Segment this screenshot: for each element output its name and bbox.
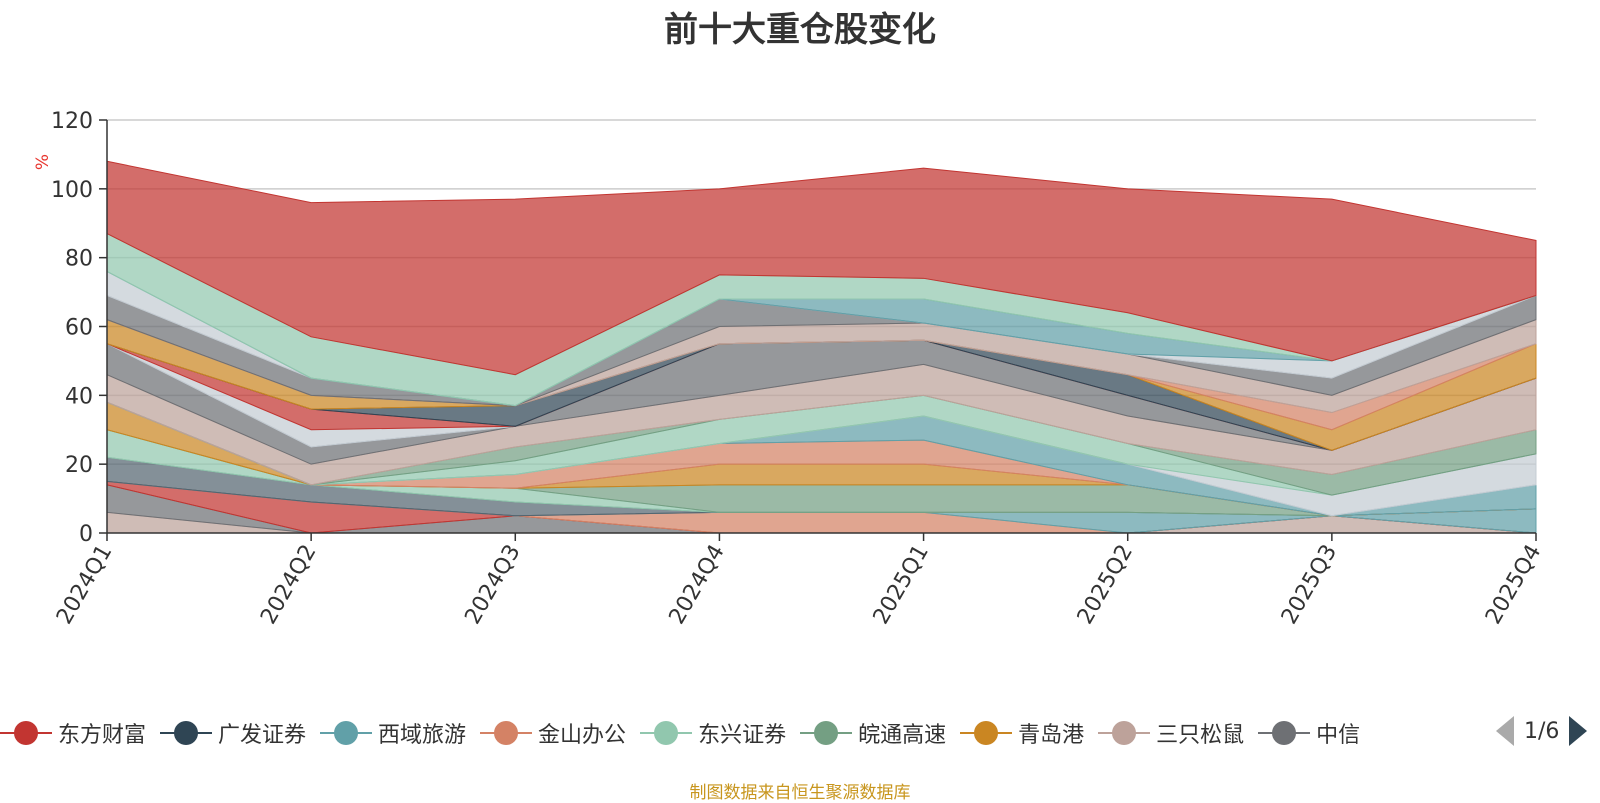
legend-item[interactable]: 青岛港 bbox=[960, 717, 1084, 749]
series-areas bbox=[106, 160, 1537, 534]
y-tick-label: 40 bbox=[65, 384, 93, 409]
legend-label: 金山办公 bbox=[538, 723, 627, 748]
legend-item[interactable]: 中信 bbox=[1258, 717, 1360, 749]
legend-item[interactable]: 金山办公 bbox=[480, 717, 626, 749]
legend-label: 西域旅游 bbox=[378, 723, 467, 748]
legend-marker-icon bbox=[160, 720, 213, 746]
area-series-s27[interactable] bbox=[106, 160, 1537, 376]
x-tick-label: 2024Q2 bbox=[256, 541, 321, 629]
x-tick-label: 2025Q4 bbox=[1481, 541, 1546, 629]
y-tick-label: 0 bbox=[79, 522, 93, 547]
legend-label: 东方财富 bbox=[58, 723, 147, 748]
y-tick-label: 80 bbox=[65, 247, 93, 272]
y-tick-label: 60 bbox=[65, 316, 93, 341]
legend-label: 广发证券 bbox=[218, 723, 307, 748]
legend-item[interactable]: 三只松鼠 bbox=[1098, 717, 1244, 749]
legend-label: 青岛港 bbox=[1018, 723, 1085, 748]
x-tick-label: 2025Q3 bbox=[1277, 541, 1342, 629]
legend-marker-icon bbox=[0, 720, 52, 746]
stacked-area-chart: 0 20 40 60 80 100 120 2024Q1 2024Q2 2024Q3 2024Q4 2… bbox=[33, 109, 1546, 629]
y-axis-label: % bbox=[33, 154, 53, 170]
legend-next-page-button[interactable] bbox=[1569, 716, 1588, 746]
legend: 东方财富 广发证券 西域旅游 金山办公 东兴证券 皖通高速 青岛港 三只松鼠 中信 bbox=[0, 706, 1480, 760]
x-tick-label: 2024Q1 bbox=[52, 541, 117, 629]
x-tick-label: 2024Q3 bbox=[460, 541, 525, 629]
legend-label: 三只松鼠 bbox=[1156, 723, 1245, 748]
legend-label: 东兴证券 bbox=[698, 723, 787, 748]
y-tick-label: 20 bbox=[65, 453, 93, 478]
legend-item[interactable]: 西域旅游 bbox=[320, 717, 466, 749]
legend-marker-icon bbox=[640, 720, 693, 746]
chart-title: 前十大重仓股变化 bbox=[664, 10, 936, 50]
legend-marker-icon bbox=[1258, 720, 1311, 746]
legend-item[interactable]: 东方财富 bbox=[0, 717, 146, 749]
legend-label: 中信 bbox=[1316, 723, 1361, 748]
legend-page-indicator: 1/6 bbox=[1524, 718, 1560, 744]
y-tick-label: 100 bbox=[51, 178, 93, 203]
legend-pager: 1/6 bbox=[1496, 716, 1588, 746]
legend-prev-page-button[interactable] bbox=[1496, 716, 1514, 746]
legend-marker-icon bbox=[1098, 720, 1151, 746]
legend-item[interactable]: 皖通高速 bbox=[800, 717, 946, 749]
legend-marker-icon bbox=[960, 720, 1013, 746]
y-tick-label: 120 bbox=[51, 109, 93, 134]
source-footnote: 制图数据来自恒生聚源数据库 bbox=[689, 783, 911, 803]
legend-marker-icon bbox=[800, 720, 853, 746]
legend-marker-icon bbox=[320, 720, 373, 746]
legend-marker-icon bbox=[480, 720, 533, 746]
legend-item[interactable]: 东兴证券 bbox=[640, 717, 786, 749]
legend-item[interactable]: 广发证券 bbox=[160, 717, 306, 749]
x-tick-label: 2025Q2 bbox=[1073, 541, 1138, 629]
x-tick-label: 2024Q4 bbox=[665, 541, 730, 629]
x-tick-label: 2025Q1 bbox=[869, 541, 934, 629]
legend-label: 皖通高速 bbox=[858, 723, 947, 748]
